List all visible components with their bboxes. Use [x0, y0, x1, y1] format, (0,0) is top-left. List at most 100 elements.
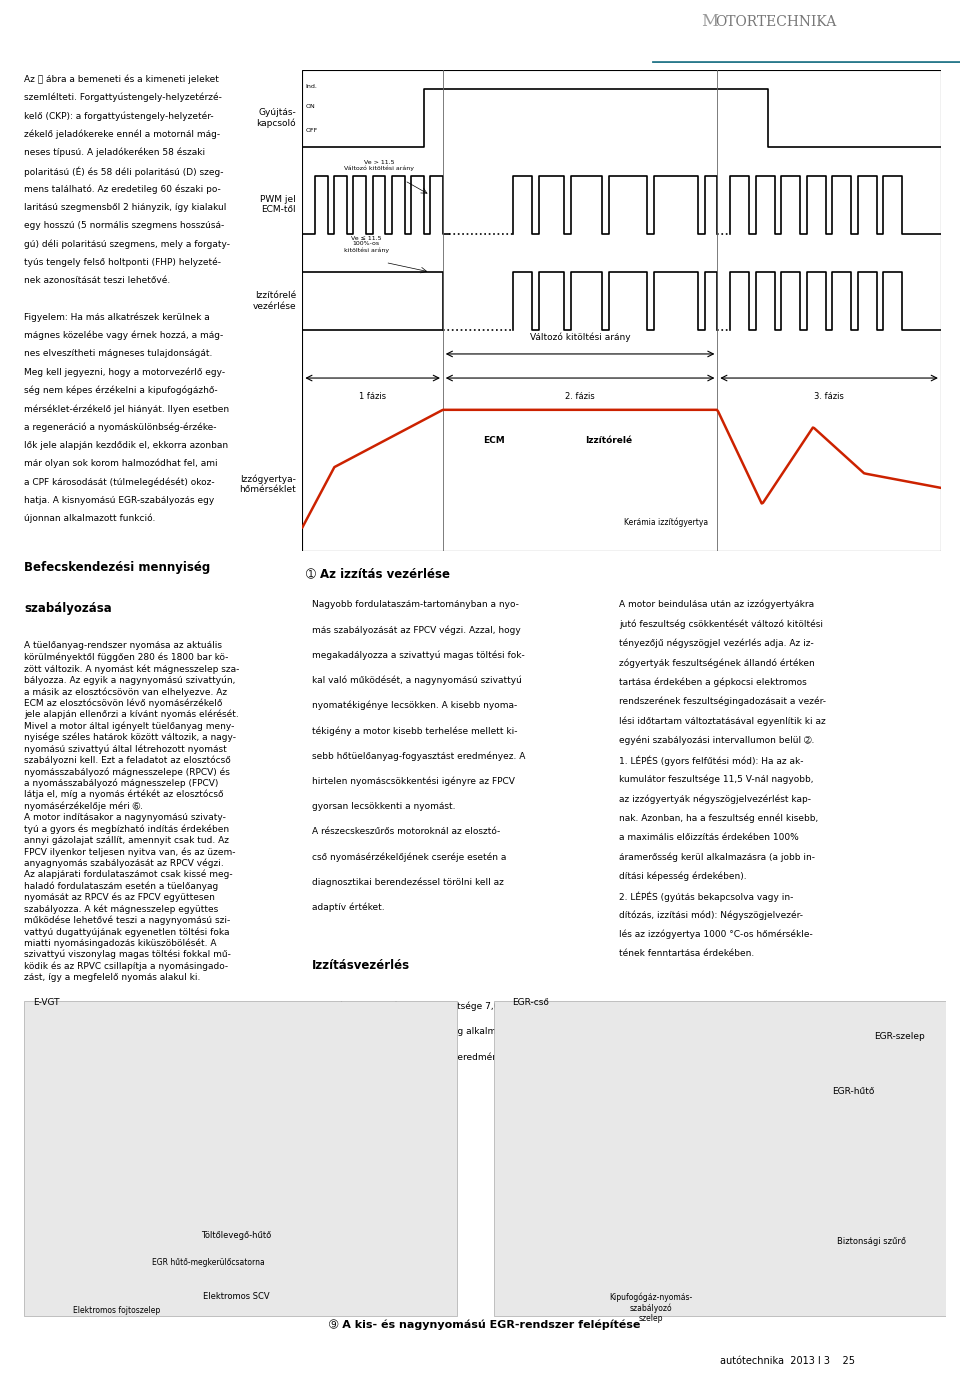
Text: miatti nyomásingadozás kiküszöbölését. A: miatti nyomásingadozás kiküszöbölését. A	[24, 938, 217, 948]
Text: nyomatékigénye lecsökken. A kisebb nyoma-: nyomatékigénye lecsökken. A kisebb nyoma…	[312, 701, 517, 711]
Text: kelő (CKP): a forgattyústengely-helyzetér-: kelő (CKP): a forgattyústengely-helyzet…	[24, 112, 214, 120]
Text: 2. fázis: 2. fázis	[565, 392, 595, 402]
Text: Nagyobb fordulataszám-tartományban a nyo-: Nagyobb fordulataszám-tartományban a nyo…	[312, 600, 518, 609]
Text: szabályozza. A két mágnesszelep együttes: szabályozza. A két mágnesszelep együttes	[24, 905, 218, 914]
Text: kal való működését, a nagynyomású szivattyú: kal való működését, a nagynyomású szivat…	[312, 676, 522, 685]
Text: nyomásérzékelője méri ➅.: nyomásérzékelője méri ➅.	[24, 801, 143, 811]
Text: bályozza. Az egyik a nagynyomású szivattyún,: bályozza. Az egyik a nagynyomású szivatt…	[24, 676, 235, 685]
Text: mérséklet-érzékelő jel hiányát. Ilyen esetben: mérséklet-érzékelő jel hiányát. Ilyen es…	[24, 403, 229, 413]
Text: Gyújtás-
kapcsoló: Gyújtás- kapcsoló	[256, 107, 296, 128]
Text: áramerősség kerül alkalmazásra (a jobb in-: áramerősség kerül alkalmazásra (a jobb i…	[619, 852, 815, 861]
Text: Az alapjárati fordulataszámot csak kissé meg-: Az alapjárati fordulataszámot csak kissé…	[24, 870, 232, 879]
Text: mágnes közelébe vagy érnek hozzá, a mág-: mágnes közelébe vagy érnek hozzá, a mág-	[24, 331, 224, 341]
Text: nyomását az RPCV és az FPCV együttesen: nyomását az RPCV és az FPCV együttesen	[24, 893, 215, 902]
Text: Izzógyertya-
hőmérséklet: Izzógyertya- hőmérséklet	[239, 475, 296, 494]
Text: hirtelen nyomáscsökkentési igényre az FPCV: hirtelen nyomáscsökkentési igényre az FP…	[312, 776, 515, 786]
Text: ség nem képes érzékelni a kipufogógázhő-: ség nem képes érzékelni a kipufogógázhő-	[24, 385, 218, 395]
Text: Izzításvezérlés: Izzításvezérlés	[312, 959, 410, 972]
Text: dítózás, izzítási mód): Négyszögjelvezér-: dítózás, izzítási mód): Négyszögjelvezér…	[619, 910, 804, 920]
Text: ON: ON	[305, 103, 315, 109]
Text: A motor beindulása után az izzógyertyákra: A motor beindulása után az izzógyertyákr…	[619, 600, 814, 610]
Text: diagnosztikai berendezéssel törölni kell az: diagnosztikai berendezéssel törölni kell…	[312, 878, 504, 886]
Text: Mivel a motor által igényelt tüelőanyag meny-: Mivel a motor által igényelt tüelőanyag …	[24, 722, 234, 732]
Text: lés az izzógyertya 1000 °C-os hőmérsékle-: lés az izzógyertya 1000 °C-os hőmérsékle…	[619, 930, 813, 940]
Text: Ve > 11.5
Változó kitöltési arány: Ve > 11.5 Változó kitöltési arány	[344, 159, 414, 170]
Text: OFF: OFF	[305, 127, 318, 133]
Text: Meg kell jegyezni, hogy a motorvezérlő egy-: Meg kell jegyezni, hogy a motorvezérlő e…	[24, 367, 226, 377]
Text: ECM az elosztócsövön lévő nyomásérzékelő: ECM az elosztócsövön lévő nyomásérzékelő	[24, 698, 223, 708]
Text: Figyelem: Ha más alkatrészek kerülnek a: Figyelem: Ha más alkatrészek kerülnek a	[24, 313, 209, 322]
Text: működése lehetővé teszi a nagynyomású szi-: működése lehetővé teszi a nagynyomású sz…	[24, 916, 230, 926]
Text: 3. fázis: 3. fázis	[814, 392, 844, 402]
Text: Elektromos fojtoszelep: Elektromos fojtoszelep	[73, 1305, 159, 1315]
Text: Biztonsági szűrő: Biztonsági szűrő	[837, 1237, 906, 1247]
Text: megakadályozza a szivattyú magas töltési fok-: megakadályozza a szivattyú magas töltés…	[312, 651, 525, 660]
Text: Változó kitöltési arány: Változó kitöltési arány	[530, 332, 631, 342]
Text: EGR-szelep: EGR-szelep	[875, 1032, 924, 1041]
Text: jele alapján ellenőrzi a kívánt nyomás elérését.: jele alapján ellenőrzi a kívánt nyomás e…	[24, 711, 239, 719]
Text: nek azonosítását teszi lehetővé.: nek azonosítását teszi lehetővé.	[24, 276, 170, 285]
Text: Ind.: Ind.	[305, 84, 318, 89]
Text: EGR-cső: EGR-cső	[513, 998, 549, 1007]
Text: tényezőjű négyszögjel vezérlés adja. Az iz-: tényezőjű négyszögjel vezérlés adja. Az …	[619, 639, 814, 648]
Text: más szabályozását az FPCV végzi. Azzal, hogy: más szabályozását az FPCV végzi. Azzal, …	[312, 625, 520, 635]
Text: jutó feszultség csökkentését változó kitöltési: jutó feszultség csökkentését változó kit…	[619, 620, 824, 628]
Text: Az ⓧ ábra a bemeneti és a kimeneti jeleket: Az ⓧ ábra a bemeneti és a kimeneti jelek…	[24, 74, 219, 84]
Text: tyú a gyors és megbízható indítás érdekében: tyú a gyors és megbízható indítás érdeké…	[24, 824, 229, 833]
Text: anyagnyomás szabályozását az RPCV végzi.: anyagnyomás szabályozását az RPCV végzi.	[24, 859, 224, 868]
Text: nyomásszabályozó mágnesszelepe (RPCV) és: nyomásszabályozó mágnesszelepe (RPCV) és	[24, 768, 229, 776]
Text: tének fenntartása érdekében.: tének fenntartása érdekében.	[619, 949, 755, 958]
Text: már olyan sok korom halmozódhat fel, ami: már olyan sok korom halmozódhat fel, ami	[24, 459, 218, 469]
Text: újonnan alkalmazott funkció.: újonnan alkalmazott funkció.	[24, 514, 156, 524]
Text: EGR-hűtő: EGR-hűtő	[832, 1087, 875, 1096]
Text: sebb hőtüelőanyag-fogyasztást eredményez. A: sebb hőtüelőanyag-fogyasztást eredményez…	[312, 751, 525, 761]
Text: tyús tengely felső holtponti (FHP) helyzeté-: tyús tengely felső holtponti (FHP) helyz…	[24, 258, 221, 267]
Text: lők jele alapján kezdődik el, ekkorra azonban: lők jele alapján kezdődik el, ekkorra az…	[24, 441, 228, 450]
Text: nak. Azonban, ha a feszultség ennél kisebb,: nak. Azonban, ha a feszultség ennél kise…	[619, 814, 819, 822]
Text: hatja. A kisnyomású EGR-szabályozás egy: hatja. A kisnyomású EGR-szabályozás egy	[24, 496, 214, 504]
Bar	[494, 1001, 946, 1316]
Text: A részecskeszűrős motoroknál az elosztó-: A részecskeszűrős motoroknál az elosztó-	[312, 826, 500, 836]
Text: PWM jel
ECM-től: PWM jel ECM-től	[260, 195, 296, 215]
Text: zógyertyák feszultségének állandó értéken: zógyertyák feszultségének állandó értéke…	[619, 658, 815, 667]
Text: a: a	[889, 22, 902, 42]
Text: rendszerének feszultségingadozásait a vezér-: rendszerének feszultségingadozásait a ve…	[619, 697, 827, 706]
Text: a nyomásszabályozó mágnesszelep (FPCV): a nyomásszabályozó mágnesszelep (FPCV)	[24, 779, 218, 787]
Text: nes elveszítheti mágneses tulajdonságát.: nes elveszítheti mágneses tulajdonságát.	[24, 349, 212, 359]
Text: Töltőlevegő-hűtő: Töltőlevegő-hűtő	[201, 1231, 271, 1240]
Text: szivattyú viszonylag magas töltési fokkal mű-: szivattyú viszonylag magas töltési fokk…	[24, 949, 230, 959]
Text: tartása érdekében a gépkocsi elektromos: tartása érdekében a gépkocsi elektromos	[619, 677, 807, 687]
Text: haladó fordulataszám esetén a tüelőanyag: haladó fordulataszám esetén a tüelőanyag	[24, 881, 218, 891]
Text: annyi gázolajat szállít, amennyit csak tud. Az: annyi gázolajat szállít, amennyit csak t…	[24, 836, 229, 845]
Text: sa nagyon gyors felmelegedést eredményez.: sa nagyon gyors felmelegedést eredményez…	[312, 1053, 516, 1061]
Text: neses típusú. A jeladókeréken 58 északi: neses típusú. A jeladókeréken 58 északi	[24, 148, 205, 158]
Text: az izzógyertyák négyszögjelvezérlést kap-: az izzógyertyák négyszögjelvezérlést kap…	[619, 794, 811, 804]
Text: ➈ A kis- és nagynyomású EGR-rendszer felépítése: ➈ A kis- és nagynyomású EGR-rendszer fel…	[329, 1319, 640, 1330]
Text: gyorsan lecsökkenti a nyomást.: gyorsan lecsökkenti a nyomást.	[312, 801, 455, 811]
Text: ködik és az RPVC csillapítja a nyomásingado-: ködik és az RPVC csillapítja a nyomásing…	[24, 962, 228, 970]
Text: laritású szegmensből 2 hiányzik, így kialakul: laritású szegmensből 2 hiányzik, így kia…	[24, 202, 227, 212]
Text: Ve ≤ 11.5
100%-os
kitöltési arány: Ve ≤ 11.5 100%-os kitöltési arány	[344, 236, 389, 253]
Text: Elektromos SCV: Elektromos SCV	[203, 1293, 270, 1301]
Text: a CPF károsodását (túlmelegédését) okoz-: a CPF károsodását (túlmelegédését) okoz-	[24, 477, 215, 487]
Text: szemlélteti. Forgattyústengely-helyzetérzé-: szemlélteti. Forgattyústengely-helyzeté…	[24, 94, 222, 102]
Text: 2. LÉPÉS (gyútás bekapcsolva vagy in-: 2. LÉPÉS (gyútás bekapcsolva vagy in-	[619, 891, 794, 902]
Text: Befecskendezési mennyiség: Befecskendezési mennyiség	[24, 561, 210, 574]
Text: OTORTECHNIKA: OTORTECHNIKA	[715, 15, 836, 29]
Text: M: M	[701, 14, 718, 31]
Text: Kerámia izzítógyertya: Kerámia izzítógyertya	[624, 518, 708, 528]
Text: A motor indításakor a nagynyomású szivaty-: A motor indításakor a nagynyomású szivat…	[24, 812, 226, 822]
Text: EGR hűtő-megkerülőcsatorna: EGR hűtő-megkerülőcsatorna	[152, 1258, 265, 1268]
Text: gú) déli polaritású szegmens, mely a forgaty-: gú) déli polaritású szegmens, mely a for…	[24, 239, 230, 248]
Text: a regeneráció a nyomáskülönbség-érzéke-: a regeneráció a nyomáskülönbség-érzéke-	[24, 423, 217, 431]
Text: zött változik. A nyomást két mágnesszelep sza-: zött változik. A nyomást két mágnesszele…	[24, 664, 239, 674]
Bar	[24, 1001, 457, 1316]
Text: Izzítórelé
vezérlése: Izzítórelé vezérlése	[252, 292, 296, 311]
Text: szabályozni kell. Ezt a feladatot az elosztócső: szabályozni kell. Ezt a feladatot az elo…	[24, 755, 230, 765]
Text: autótechnika  2013 l 3    25: autótechnika 2013 l 3 25	[720, 1356, 855, 1367]
Text: 1 fázis: 1 fázis	[359, 392, 386, 402]
Text: a másik az elosztócsövön van elhelyezve. Az: a másik az elosztócsövön van elhelyezve.…	[24, 687, 228, 697]
Text: cső nyomásérzékelőjének cseréje esetén a: cső nyomásérzékelőjének cseréje esetén a	[312, 852, 506, 861]
Text: Kipufogógáz-nyomás-
szabályozó
szelep: Kipufogógáz-nyomás- szabályozó szelep	[609, 1293, 692, 1323]
Text: nyomású szivattyú által létrehozott nyomást: nyomású szivattyú által létrehozott nyo…	[24, 744, 227, 754]
